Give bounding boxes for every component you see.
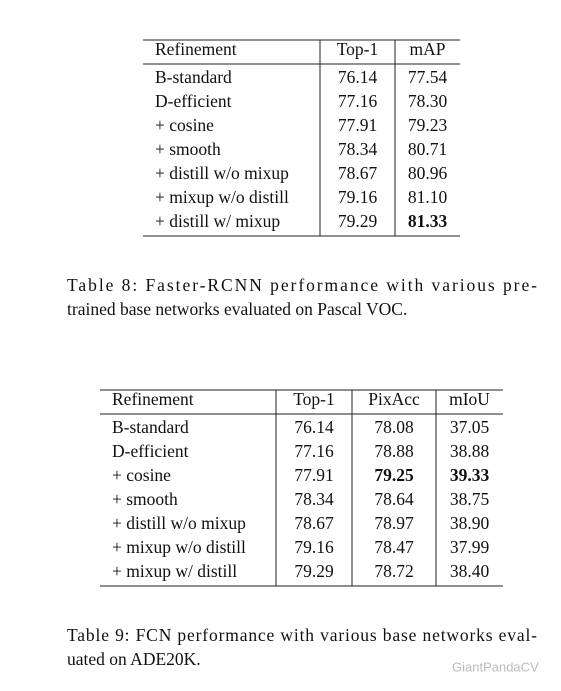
cell: 77.16 [338, 91, 378, 111]
cell: 38.75 [450, 489, 490, 509]
cell: 79.16 [294, 537, 334, 557]
cell: 38.88 [450, 441, 490, 461]
cell: 79.29 [294, 561, 334, 581]
header-cell: Refinement [112, 389, 194, 409]
cell: 80.96 [408, 163, 448, 183]
cell: 77.16 [294, 441, 334, 461]
cell: B-standard [112, 417, 189, 437]
header-cell: Top-1 [293, 389, 335, 409]
caption-line: uated on ADE20K. [67, 649, 201, 669]
header-cell: mAP [410, 39, 446, 59]
cell: + smooth [112, 489, 178, 509]
cell: 81.33 [408, 211, 448, 231]
cell: B-standard [155, 67, 232, 87]
header-cell: Refinement [155, 39, 237, 59]
caption-line: Table 9: FCN performance with various ba… [67, 625, 537, 645]
watermark: GiantPandaCV [452, 659, 539, 674]
cell: 78.72 [374, 561, 413, 581]
cell: + mixup w/o distill [112, 537, 246, 557]
cell: 79.29 [338, 211, 378, 231]
cell: 78.67 [338, 163, 378, 183]
cell: + smooth [155, 139, 221, 159]
cell: 78.34 [338, 139, 378, 159]
cell: 79.16 [338, 187, 378, 207]
cell: 78.47 [374, 537, 414, 557]
cell: D-efficient [112, 441, 189, 461]
cell: + cosine [155, 115, 214, 135]
cell: 77.91 [294, 465, 333, 485]
cell: 78.88 [374, 441, 414, 461]
cell: 79.23 [408, 115, 448, 135]
cell: 38.90 [450, 513, 490, 533]
header-cell: PixAcc [368, 389, 420, 409]
cell: 80.71 [408, 139, 447, 159]
cell: D-efficient [155, 91, 232, 111]
cell: 38.40 [450, 561, 490, 581]
cell: 39.33 [450, 465, 490, 485]
cell: + distill w/o mixup [112, 513, 246, 533]
cell: 78.08 [374, 417, 414, 437]
cell: + distill w/ mixup [155, 211, 280, 231]
cell: 37.99 [450, 537, 490, 557]
cell: 81.10 [408, 187, 448, 207]
cell: + mixup w/ distill [112, 561, 237, 581]
cell: 77.54 [408, 67, 448, 87]
cell: 78.64 [374, 489, 414, 509]
cell: + mixup w/o distill [155, 187, 289, 207]
cell: 37.05 [450, 417, 490, 437]
cell: 78.34 [294, 489, 334, 509]
cell: 78.30 [408, 91, 448, 111]
cell: + distill w/o mixup [155, 163, 289, 183]
header-cell: Top-1 [337, 39, 379, 59]
cell: 77.91 [338, 115, 377, 135]
cell: 78.67 [294, 513, 334, 533]
cell: + cosine [112, 465, 171, 485]
cell: 78.97 [374, 513, 414, 533]
cell: 76.14 [294, 417, 334, 437]
cell: 79.25 [374, 465, 414, 485]
header-cell: mIoU [449, 389, 490, 409]
caption-line: trained base networks evaluated on Pasca… [67, 299, 407, 319]
caption-line: Table 8: Faster-RCNN performance with va… [67, 275, 537, 295]
cell: 76.14 [338, 67, 378, 87]
